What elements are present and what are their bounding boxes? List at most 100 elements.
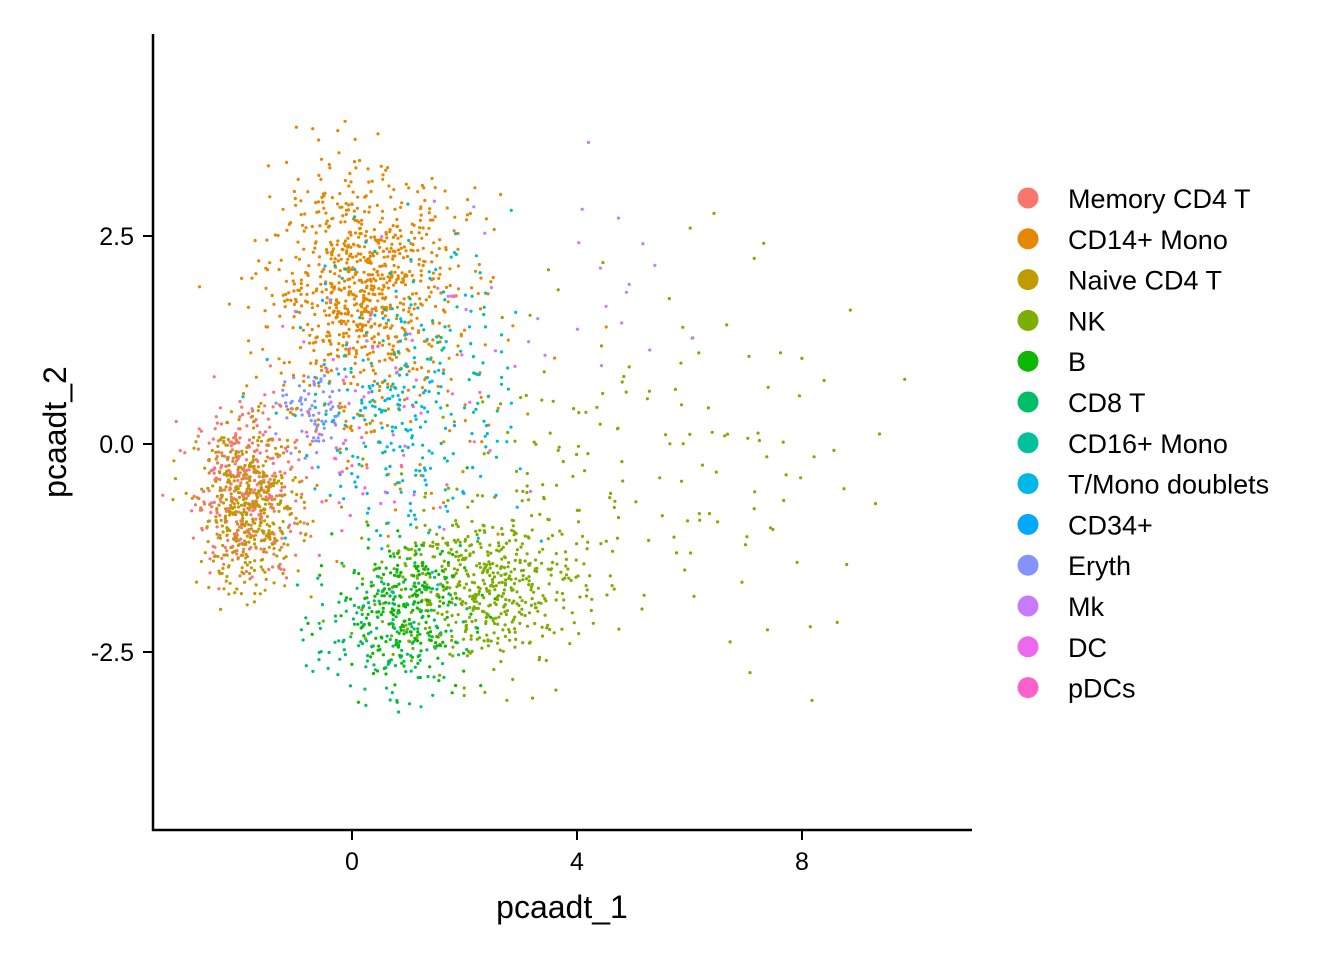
data-point	[379, 580, 384, 584]
data-point	[352, 293, 356, 297]
data-point	[534, 442, 538, 446]
data-point	[463, 293, 467, 297]
data-point	[335, 448, 339, 452]
data-point	[436, 611, 440, 615]
data-point	[408, 595, 412, 599]
data-point	[493, 349, 497, 353]
data-point	[426, 674, 430, 679]
data-point	[446, 294, 450, 298]
data-point	[200, 487, 204, 491]
data-point	[207, 471, 211, 475]
data-point	[310, 439, 314, 443]
data-point	[206, 519, 210, 524]
data-point	[247, 547, 251, 551]
data-point	[412, 490, 416, 494]
data-point	[224, 509, 228, 513]
data-point	[331, 358, 335, 362]
data-point	[399, 246, 403, 250]
data-point	[218, 477, 222, 482]
data-point	[278, 493, 282, 497]
data-point	[304, 430, 309, 434]
data-point	[753, 490, 757, 494]
data-point	[360, 464, 364, 468]
data-point	[475, 533, 479, 537]
data-point	[554, 598, 558, 602]
data-point	[328, 306, 332, 310]
data-point	[556, 288, 560, 292]
data-point	[257, 471, 261, 475]
data-point	[355, 329, 359, 333]
data-point	[445, 459, 449, 463]
data-point	[449, 593, 453, 597]
data-point	[312, 436, 316, 440]
data-point	[477, 262, 481, 267]
data-point	[475, 564, 479, 568]
data-point	[380, 396, 384, 400]
data-point	[247, 465, 252, 469]
data-point	[349, 635, 353, 639]
data-point	[328, 166, 332, 170]
data-point	[256, 459, 260, 463]
data-point	[438, 644, 442, 648]
data-point	[343, 244, 347, 248]
data-point	[353, 303, 357, 307]
data-point	[293, 476, 297, 480]
data-point	[540, 625, 544, 629]
data-point	[366, 612, 370, 617]
data-point	[258, 592, 262, 596]
data-point	[390, 425, 394, 429]
data-point	[564, 564, 568, 568]
data-point	[385, 634, 389, 638]
data-point	[395, 217, 399, 222]
data-point	[370, 610, 374, 614]
data-point	[292, 376, 296, 380]
data-point	[492, 631, 496, 635]
data-point	[482, 452, 486, 456]
data-point	[428, 207, 432, 211]
data-point	[381, 451, 385, 455]
data-point	[365, 466, 369, 470]
data-point	[488, 592, 492, 596]
data-point	[615, 536, 620, 540]
data-point	[300, 492, 304, 496]
data-point	[512, 529, 516, 534]
data-point	[492, 667, 496, 672]
data-point	[207, 585, 211, 590]
data-point	[342, 319, 346, 324]
data-point	[327, 162, 331, 167]
data-point	[469, 612, 473, 616]
data-point	[513, 645, 517, 649]
data-point	[300, 429, 304, 433]
data-point	[255, 502, 259, 506]
data-point	[396, 265, 400, 269]
data-point	[264, 550, 268, 554]
data-point	[359, 620, 363, 625]
data-point	[344, 596, 349, 600]
data-point	[513, 558, 517, 563]
data-point	[243, 501, 247, 505]
data-point	[253, 478, 257, 483]
data-point	[329, 257, 333, 261]
data-point	[233, 535, 237, 539]
data-point	[336, 309, 340, 313]
data-point	[351, 617, 355, 621]
data-point	[366, 632, 371, 636]
data-point	[227, 473, 231, 477]
data-point	[395, 313, 399, 317]
data-point	[400, 661, 404, 665]
data-point	[238, 415, 242, 419]
data-point	[390, 691, 394, 695]
data-point	[238, 399, 242, 404]
data-point	[262, 538, 266, 543]
legend-item: pDCs	[1017, 674, 1136, 704]
data-point	[575, 542, 579, 546]
data-point	[419, 705, 423, 709]
data-point	[576, 444, 581, 448]
data-point	[575, 452, 579, 457]
data-point	[324, 499, 328, 503]
data-point	[437, 321, 441, 325]
data-point	[331, 405, 335, 409]
data-point	[418, 425, 423, 429]
data-point	[274, 411, 278, 415]
data-point	[448, 328, 452, 332]
